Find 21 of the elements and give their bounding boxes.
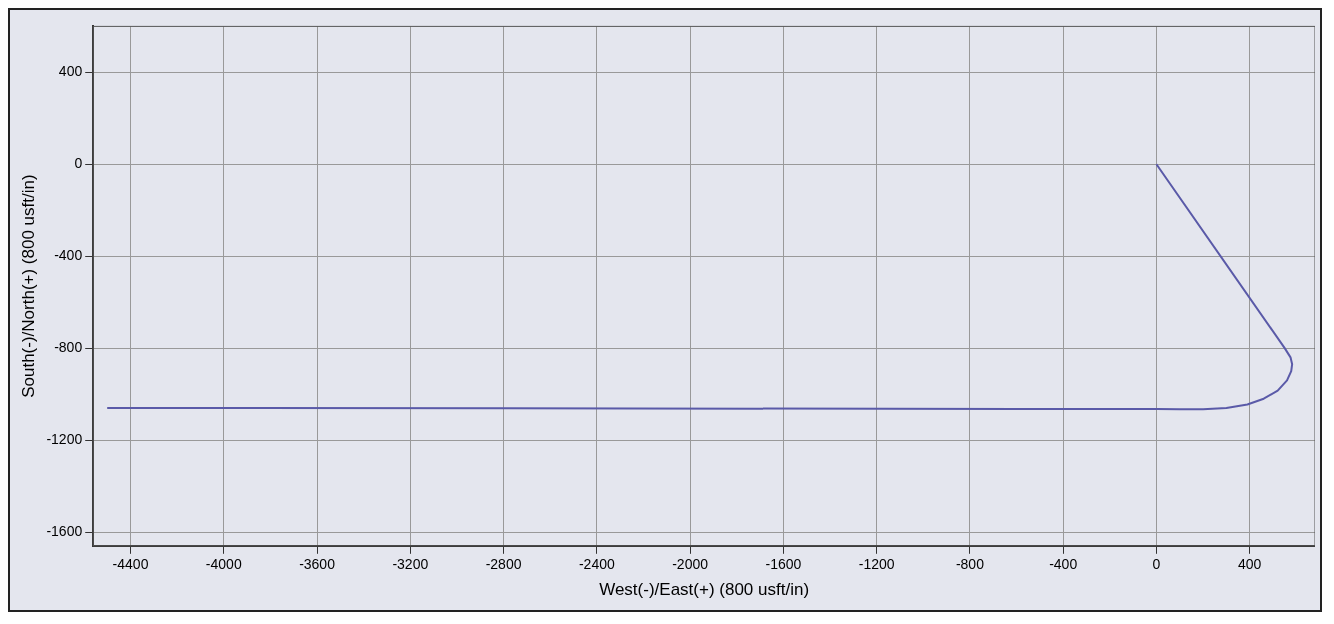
y-axis-title: South(-)/North(+) (800 usft/in) <box>18 174 38 398</box>
x-tick-label: 0 <box>1152 556 1161 573</box>
y-tick-label: -400 <box>54 247 83 264</box>
x-tick-label: -1200 <box>858 556 895 573</box>
x-tick-label: -2800 <box>485 556 522 573</box>
x-tick-label: -800 <box>955 556 985 573</box>
x-tick-label: 400 <box>1238 556 1262 573</box>
x-tick-label: -4400 <box>112 556 149 573</box>
y-tick-label: -1200 <box>46 430 83 447</box>
x-tick-label: -2400 <box>578 556 615 573</box>
y-tick-label: -1600 <box>46 522 83 539</box>
x-tick-label: -4000 <box>205 556 242 573</box>
x-tick-label: -1600 <box>765 556 802 573</box>
y-tick-label: -800 <box>54 339 83 356</box>
x-axis-title: West(-)/East(+) (800 usft/in) <box>599 580 810 600</box>
x-tick-label: -3600 <box>299 556 336 573</box>
x-tick-label: -2000 <box>672 556 709 573</box>
y-tick-label: 0 <box>74 155 83 172</box>
x-tick-label: -400 <box>1049 556 1078 573</box>
x-tick-label: -3200 <box>392 556 429 573</box>
y-tick-label: 400 <box>58 63 83 80</box>
